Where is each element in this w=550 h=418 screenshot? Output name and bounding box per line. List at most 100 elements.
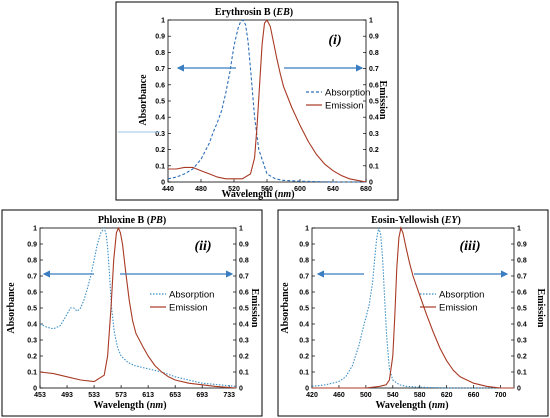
y-left-tick-label: 1 xyxy=(33,226,37,233)
series-emission-line xyxy=(39,226,237,389)
x-tick-label: 733 xyxy=(223,392,235,399)
series-emission-line xyxy=(312,226,514,389)
x-tick-label: 600 xyxy=(294,186,306,193)
y-right-tick-label: 0.9 xyxy=(239,242,249,249)
x-tick-label: 653 xyxy=(169,392,181,399)
y-left-tick-label: 0.9 xyxy=(299,242,309,249)
x-tick-label: 640 xyxy=(327,186,339,193)
y-right-tick-label: 0.6 xyxy=(239,290,249,297)
y-right-tick-label: 1 xyxy=(239,226,243,233)
y-left-tick-label: 0.5 xyxy=(155,99,165,106)
y-left-tick-label: 0.3 xyxy=(27,338,37,345)
y-left-tick-label: 0.1 xyxy=(27,370,37,377)
x-tick-label: 620 xyxy=(441,392,453,399)
panel-tag: (iii) xyxy=(460,239,481,254)
legend-label-absorption: Absorption xyxy=(439,290,484,301)
y-right-tick-label: 0.7 xyxy=(239,274,249,281)
x-axis-title: Wavelength (nm) xyxy=(221,189,294,200)
y-left-tick-label: 0.4 xyxy=(27,322,37,329)
x-tick-label: 440 xyxy=(162,186,174,193)
x-axis-title: Wavelength (nm) xyxy=(375,400,448,411)
y-right-tick-label: 0.5 xyxy=(239,306,249,313)
y-left-tick-label: 0.7 xyxy=(155,66,165,73)
x-tick-label: 613 xyxy=(142,392,154,399)
x-tick-label: 693 xyxy=(196,392,208,399)
y-right-tick-label: 0.7 xyxy=(517,274,527,281)
y-left-tick-label: 0.3 xyxy=(299,338,309,345)
y-right-tick-label: 0.4 xyxy=(239,322,249,329)
y-right-tick-label: 0.8 xyxy=(239,258,249,265)
chart-title: Erythrosin B (EB) xyxy=(215,7,293,18)
y-right-tick-label: 0.5 xyxy=(369,99,379,106)
y-left-tick-label: 0.7 xyxy=(299,274,309,281)
y-right-tick-label: 0.4 xyxy=(517,322,527,329)
x-tick-label: 700 xyxy=(495,392,507,399)
y-left-tick-label: 0.3 xyxy=(155,131,165,138)
y-right-tick-label: 0.8 xyxy=(369,50,379,57)
y-left-tick-label: 0.4 xyxy=(155,115,165,122)
x-tick-label: 573 xyxy=(115,392,127,399)
y-right-tick-label: 0.2 xyxy=(239,354,249,361)
x-tick-label: 540 xyxy=(387,392,399,399)
y-right-tick-label: 0.4 xyxy=(369,115,379,122)
y-right-tick-label: 0.7 xyxy=(369,66,379,73)
chart-panel-1: 440 480 520 560 600 640 68000.10.20.30.40.50.6… xyxy=(115,1,399,201)
x-tick-label: 533 xyxy=(88,392,100,399)
y-right-tick-label: 0.6 xyxy=(517,290,527,297)
y-left-tick-label: 0 xyxy=(33,386,37,393)
y-right-tick-label: 0.5 xyxy=(517,306,527,313)
legend-label-absorption: Absorption xyxy=(325,88,370,99)
series-absorption-line xyxy=(311,227,514,389)
x-tick-label: 660 xyxy=(468,392,480,399)
y-left-tick-label: 0.8 xyxy=(299,258,309,265)
y-right-axis-title: Emission xyxy=(535,289,546,328)
y-left-tick-label: 0.4 xyxy=(299,322,309,329)
panel-border xyxy=(277,209,549,417)
chart-panel-2: 453 493 533 573 613 653 693 733 0 0.1 0.2 0.3 0.4 0.5… xyxy=(1,209,263,417)
x-tick-label: 680 xyxy=(360,186,372,193)
y-right-tick-label: 0.3 xyxy=(517,338,527,345)
y-left-axis-title: Absorbance xyxy=(280,282,291,334)
y-right-axis-title: Emission xyxy=(249,289,260,328)
panel-border xyxy=(115,1,399,201)
y-left-tick-label: 0.1 xyxy=(299,370,309,377)
y-right-tick-label: 0.1 xyxy=(517,370,527,377)
x-tick-label: 500 xyxy=(360,392,372,399)
y-right-tick-label: 1 xyxy=(369,18,373,25)
legend-label-emission: Emission xyxy=(169,303,208,314)
y-left-tick-label: 0 xyxy=(161,180,165,187)
y-right-tick-label: 0.9 xyxy=(517,242,527,249)
series-absorption-line xyxy=(167,19,366,183)
y-left-tick-label: 0.7 xyxy=(27,274,37,281)
chart-title: Phloxine B (PB) xyxy=(98,215,166,226)
y-left-tick-label: 0.9 xyxy=(27,242,37,249)
y-left-tick-label: 1 xyxy=(161,18,165,25)
series-absorption-line xyxy=(39,226,237,387)
y-left-tick-label: 0.6 xyxy=(299,290,309,297)
y-right-tick-label: 0.1 xyxy=(369,163,379,170)
y-left-tick-label: 0.2 xyxy=(27,354,37,361)
y-right-tick-label: 0 xyxy=(239,386,243,393)
panel-tag: (ii) xyxy=(194,239,211,254)
y-left-tick-label: 0.8 xyxy=(155,50,165,57)
y-left-tick-label: 0.5 xyxy=(299,306,309,313)
y-left-tick-label: 0.6 xyxy=(27,290,37,297)
y-right-tick-label: 0.9 xyxy=(369,34,379,41)
y-left-tick-label: 0.8 xyxy=(27,258,37,265)
chart-panel-3: 420 460 500 540 580 620 660 700 0 0.1 0.2 0.3 0.4 0.5… xyxy=(277,209,549,417)
series-emission-line xyxy=(168,18,367,183)
y-left-tick-label: 0.1 xyxy=(155,163,165,170)
y-left-tick-label: 0.2 xyxy=(155,147,165,154)
legend-label-emission: Emission xyxy=(325,101,364,112)
legend-label-emission: Emission xyxy=(439,303,478,314)
y-left-tick-label: 0.9 xyxy=(155,34,165,41)
y-right-tick-label: 1 xyxy=(517,226,521,233)
y-right-tick-label: 0 xyxy=(369,180,373,187)
x-tick-label: 493 xyxy=(61,392,73,399)
panel-tag: (i) xyxy=(328,33,341,48)
x-tick-label: 480 xyxy=(195,186,207,193)
x-axis-title: Wavelength (nm) xyxy=(93,400,166,411)
y-left-tick-label: 1 xyxy=(305,226,309,233)
y-right-tick-label: 0.2 xyxy=(517,354,527,361)
